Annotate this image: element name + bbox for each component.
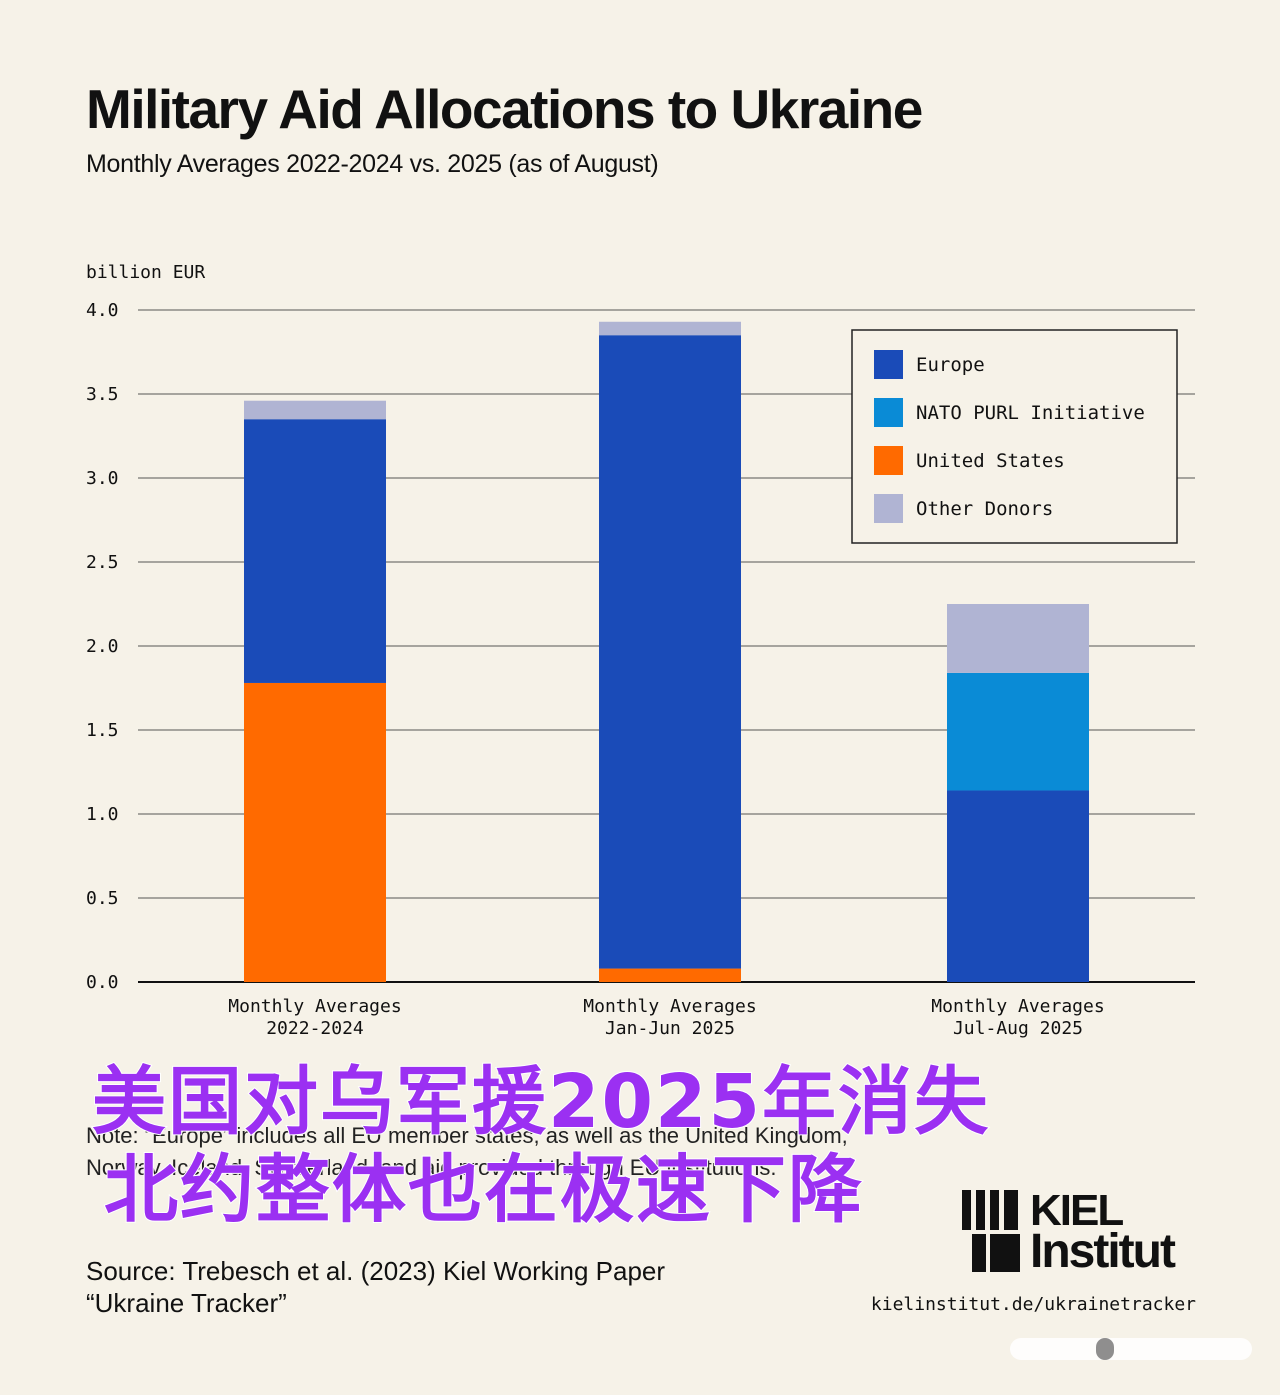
y-tick-label: 3.0 — [86, 468, 119, 489]
legend-label: United States — [916, 450, 1065, 472]
y-tick-label: 4.0 — [86, 300, 119, 321]
legend-swatch — [874, 446, 903, 475]
bar-segment-other-donors — [947, 604, 1089, 673]
bar-segment-other-donors — [244, 400, 386, 420]
logo-text-kiel: KIEL — [1030, 1186, 1124, 1235]
y-tick-label: 3.5 — [86, 384, 119, 405]
y-tick-label: 2.5 — [86, 552, 119, 573]
overlay-line-2: 北约整体也在极速下降 — [103, 1146, 864, 1234]
kiel-institut-logo: KIEL Institut — [962, 1186, 1176, 1281]
x-tick-label: Monthly Averages — [931, 996, 1104, 1017]
kiel-logo-mark-icon — [962, 1190, 1020, 1272]
legend-swatch — [874, 494, 903, 523]
legend-swatch — [874, 398, 903, 427]
overlay-caption: 美国对乌军援2025年消失 北约整体也在极速下降 — [91, 1058, 990, 1234]
legend-box — [851, 329, 1178, 544]
chart-subtitle: Monthly Averages 2022-2024 vs. 2025 (as … — [86, 150, 659, 178]
bar-segment-nato-purl-initiative — [947, 672, 1089, 791]
chart-title: Military Aid Allocations to Ukraine — [86, 78, 923, 140]
pager-handle-icon — [1096, 1338, 1114, 1360]
bars — [244, 321, 1089, 982]
chart-source: Source: Trebesch et al. (2023) Kiel Work… — [86, 1256, 666, 1318]
stacked-bar-chart: billion EUR 0.00.51.01.52.02.53.03.54.0 … — [86, 262, 1195, 1039]
bar-segment-europe — [244, 419, 386, 683]
y-axis-label: billion EUR — [86, 262, 205, 283]
source-url: kielinstitut.de/ukrainetracker — [870, 1294, 1196, 1315]
x-tick-label: Monthly Averages — [583, 996, 756, 1017]
y-tick-label: 0.5 — [86, 888, 119, 909]
bar-segment-other-donors — [599, 321, 741, 336]
y-tick-label: 2.0 — [86, 636, 119, 657]
legend-swatch — [874, 350, 903, 379]
legend-label: Europe — [916, 354, 985, 376]
logo-text-institut: Institut — [1030, 1225, 1176, 1278]
x-tick-label: Jul-Aug 2025 — [953, 1018, 1083, 1039]
x-tick-label: Monthly Averages — [228, 996, 401, 1017]
bar-segment-europe — [947, 790, 1089, 982]
bar-segment-united-states — [599, 968, 741, 982]
bar-segment-europe — [599, 335, 741, 969]
y-tick-label: 1.0 — [86, 804, 119, 825]
legend-label: Other Donors — [916, 498, 1053, 520]
x-tick-label: Jan-Jun 2025 — [605, 1018, 735, 1039]
y-axis-ticks: 0.0 0.5 1.0 1.5 2.0 2.5 3.0 3.5 4.0 — [86, 300, 119, 993]
image-pager-bar — [1010, 1338, 1252, 1360]
y-tick-label: 1.5 — [86, 720, 119, 741]
overlay-line-1: 美国对乌军援2025年消失 — [91, 1058, 990, 1146]
legend: Europe NATO PURL Initiative United States O… — [851, 329, 1178, 544]
bar-segment-united-states — [244, 682, 386, 982]
legend-label: NATO PURL Initiative — [916, 402, 1145, 424]
x-tick-label: 2022-2024 — [266, 1018, 364, 1039]
chart-note: Note: “Europe” includes all EU member st… — [86, 1123, 848, 1180]
y-tick-label: 0.0 — [86, 972, 119, 993]
